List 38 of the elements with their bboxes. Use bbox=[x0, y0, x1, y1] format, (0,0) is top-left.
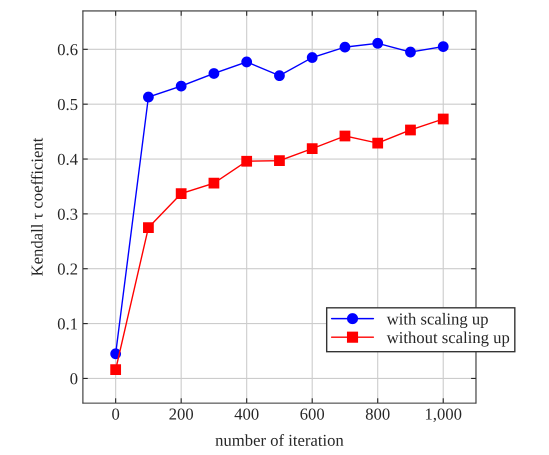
point bbox=[143, 92, 154, 102]
point bbox=[110, 364, 122, 376]
point bbox=[405, 46, 416, 58]
y-tick-label: 0.4 bbox=[58, 154, 78, 166]
point bbox=[340, 42, 350, 53]
y-tick-label: 0.5 bbox=[58, 98, 78, 110]
x-tick-label: 600 bbox=[300, 408, 324, 420]
point bbox=[306, 143, 318, 154]
x-tick-label: 800 bbox=[366, 408, 390, 420]
point bbox=[372, 38, 384, 49]
x-tick-label: 0 bbox=[112, 408, 120, 420]
point bbox=[306, 52, 318, 63]
y-tick-label: 0.2 bbox=[58, 263, 78, 275]
point bbox=[372, 138, 384, 148]
y-tick-label: 0.6 bbox=[58, 44, 78, 56]
point bbox=[274, 70, 285, 82]
legend-label: without scaling up bbox=[386, 331, 510, 347]
point bbox=[241, 156, 252, 167]
point bbox=[176, 188, 187, 199]
y-tick-label: 0.1 bbox=[58, 318, 78, 330]
point bbox=[438, 114, 449, 124]
x-tick-label: 1,000 bbox=[426, 408, 462, 422]
y-tick-label: 0.3 bbox=[58, 208, 78, 220]
point bbox=[176, 80, 187, 92]
x-tick-label: 400 bbox=[234, 408, 259, 420]
point bbox=[208, 68, 220, 79]
point bbox=[241, 56, 252, 68]
point bbox=[438, 41, 449, 52]
point bbox=[405, 124, 416, 136]
point bbox=[274, 155, 285, 166]
y-tick-label: 0 bbox=[70, 373, 78, 384]
x-axis-title: number of iteration bbox=[215, 434, 344, 446]
legend-label: with scaling up bbox=[386, 312, 488, 328]
x-tick-label: 200 bbox=[169, 408, 194, 420]
y-axis-title: Kendall τ coefficient bbox=[30, 138, 43, 276]
point bbox=[143, 222, 154, 233]
point bbox=[208, 178, 220, 189]
point bbox=[340, 130, 350, 142]
